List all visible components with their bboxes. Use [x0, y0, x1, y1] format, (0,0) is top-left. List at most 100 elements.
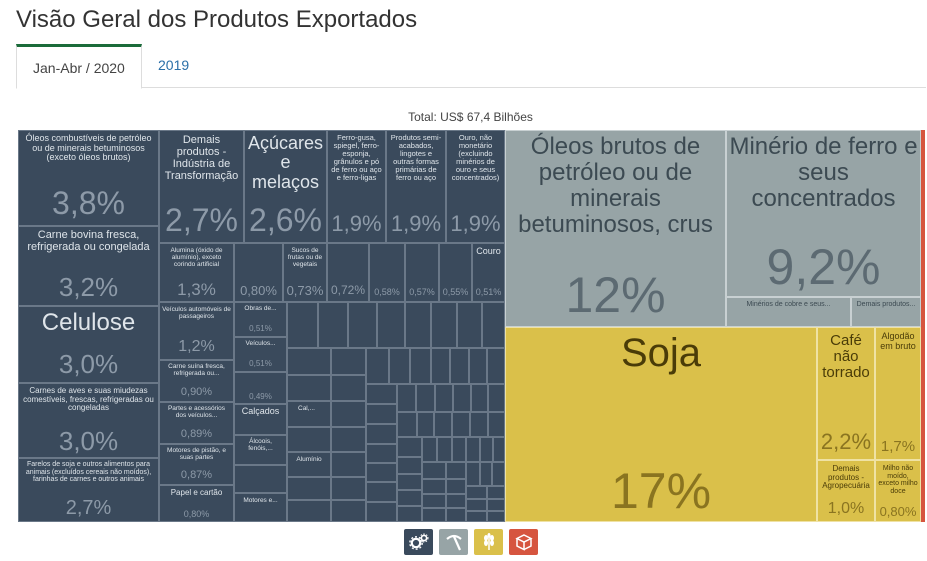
treemap-cell-small[interactable]: [397, 412, 417, 437]
treemap-cell-small[interactable]: [410, 348, 431, 384]
treemap-cell-small[interactable]: [457, 302, 482, 348]
treemap-cell-small[interactable]: [287, 427, 331, 452]
treemap-cell-small[interactable]: [331, 375, 366, 401]
treemap-cell-milho[interactable]: Milho não moído, exceto milho doce 0,80%: [875, 460, 921, 522]
legend-outros[interactable]: [509, 529, 538, 555]
treemap-cell-cafe[interactable]: Café não torrado 2,2%: [817, 327, 875, 460]
treemap-cell-small[interactable]: [466, 462, 480, 486]
treemap-cell-partes-veiculos[interactable]: Partes e acessórios dos veículos... 0,89…: [159, 402, 234, 444]
treemap-cell-small[interactable]: [480, 462, 492, 486]
treemap-cell-minerio-ferro[interactable]: Minério de ferro e seus concentrados 9,2…: [726, 130, 921, 297]
treemap-cell-demais-extrativa[interactable]: Demais produtos...: [851, 297, 921, 327]
treemap-cell-unlabeled[interactable]: [234, 465, 287, 493]
treemap-cell-small[interactable]: [389, 348, 410, 384]
treemap-cell-small[interactable]: [397, 474, 422, 490]
treemap-cell-small[interactable]: [469, 348, 487, 384]
treemap-cell-alumina[interactable]: Alumina (óxido de alumínio), exceto cori…: [159, 243, 234, 302]
treemap-cell-veiculos-passageiros[interactable]: Veículos automóveis de passageiros 1,2%: [159, 302, 234, 360]
treemap-cell-small[interactable]: [466, 437, 480, 462]
treemap-cell-small[interactable]: [446, 462, 466, 479]
treemap-cell-small[interactable]: [466, 499, 487, 511]
treemap-cell-small[interactable]: [366, 348, 389, 384]
treemap-cell-small[interactable]: [437, 437, 452, 462]
treemap-cell-small[interactable]: [452, 412, 470, 437]
treemap-cell-unlabeled[interactable]: 0,58%: [369, 243, 405, 302]
treemap-cell-small[interactable]: [466, 511, 487, 522]
treemap-cell-small[interactable]: [366, 384, 397, 404]
treemap-cell-small[interactable]: [422, 494, 446, 508]
treemap-cell-small[interactable]: [422, 462, 446, 479]
treemap-cell-carne-bovina[interactable]: Carne bovina fresca, refrigerada ou cong…: [18, 226, 159, 306]
treemap-cell-oleos-combustiveis[interactable]: Óleos combustíveis de petróleo ou de min…: [18, 130, 159, 226]
treemap-cell-outros[interactable]: [921, 130, 925, 522]
treemap-cell-small[interactable]: [416, 384, 435, 412]
treemap-cell-demais-agro[interactable]: Demais produtos - Agropecuária 1,0%: [817, 460, 875, 522]
treemap-cell-small[interactable]: [431, 348, 450, 384]
treemap-cell-small[interactable]: [331, 477, 366, 500]
treemap-cell-small[interactable]: [405, 302, 431, 348]
treemap-cell-small[interactable]: [366, 424, 397, 444]
treemap-cell-small[interactable]: [331, 500, 366, 522]
treemap-cell-small[interactable]: [397, 506, 422, 522]
treemap-cell-small[interactable]: [331, 452, 366, 477]
treemap-cell-ferro-gusa[interactable]: Ferro-gusa, spiegel, ferro-esponja, grân…: [327, 130, 386, 243]
treemap-cell-small[interactable]: [366, 482, 397, 502]
treemap-cell-small[interactable]: [487, 348, 505, 384]
treemap-cell-small[interactable]: [470, 412, 488, 437]
treemap-cell-small[interactable]: [434, 412, 452, 437]
treemap-cell-small[interactable]: [287, 375, 331, 401]
treemap-cell-small[interactable]: [287, 348, 331, 375]
treemap-cell-cal[interactable]: Cal,...: [287, 401, 331, 427]
legend-extrativa[interactable]: [439, 529, 468, 555]
treemap-cell-small[interactable]: [446, 494, 466, 508]
treemap-cell-small[interactable]: [492, 462, 505, 486]
treemap-cell-small[interactable]: [487, 486, 505, 499]
treemap-cell-carne-suina[interactable]: Carne suína fresca, refrigerada ou... 0,…: [159, 360, 234, 402]
tab-jan-abr-2020[interactable]: Jan-Abr / 2020: [16, 44, 142, 89]
treemap-cell-small[interactable]: [487, 511, 505, 522]
treemap-cell-motores-pistao[interactable]: Motores de pistão, e suas partes 0,87%: [159, 444, 234, 485]
treemap-cell-small[interactable]: [480, 437, 493, 462]
treemap-cell-demais-industria[interactable]: Demais produtos - Indústria de Transform…: [159, 130, 244, 243]
treemap-cell-unlabeled[interactable]: 0,49%: [234, 372, 287, 404]
treemap-cell-unlabeled[interactable]: 0,72%: [327, 243, 369, 302]
treemap-cell-veiculos[interactable]: Veículos... 0,51%: [234, 337, 287, 372]
treemap-cell-small[interactable]: [287, 302, 318, 348]
treemap-cell-small[interactable]: [377, 302, 405, 348]
treemap-cell-small[interactable]: [331, 401, 366, 427]
treemap-cell-celulose[interactable]: Celulose 3,0%: [18, 306, 159, 383]
treemap-cell-oleos-brutos[interactable]: Óleos brutos de petróleo ou de minerais …: [505, 130, 726, 327]
treemap-cell-small[interactable]: [446, 508, 466, 522]
treemap-cell-small[interactable]: [487, 499, 505, 511]
treemap-cell-motores-e[interactable]: Motores e...: [234, 493, 287, 522]
treemap-cell-small[interactable]: [366, 444, 397, 463]
treemap-cell-sucos[interactable]: Sucos de frutas ou de vegetais 0,73%: [283, 243, 327, 302]
treemap-cell-unlabeled[interactable]: 0,80%: [234, 243, 283, 302]
treemap-cell-small[interactable]: [287, 477, 331, 500]
treemap-cell-small[interactable]: [482, 302, 505, 348]
treemap-cell-farelos-soja[interactable]: Farelos de soja e outros alimentos para …: [18, 458, 159, 522]
treemap-cell-small[interactable]: [422, 508, 446, 522]
treemap-cell-small[interactable]: [422, 437, 437, 462]
treemap-cell-semi-acabados[interactable]: Produtos semi-acabados, lingotes e outra…: [386, 130, 446, 243]
treemap-cell-small[interactable]: [331, 427, 366, 452]
treemap-cell-unlabeled[interactable]: 0,55%: [439, 243, 472, 302]
treemap-cell-small[interactable]: [397, 490, 422, 506]
treemap-cell-small[interactable]: [452, 437, 466, 462]
treemap-cell-small[interactable]: [493, 437, 505, 462]
treemap-cell-small[interactable]: [471, 384, 488, 412]
treemap-cell-small[interactable]: [397, 384, 416, 412]
treemap-cell-small[interactable]: [397, 457, 422, 474]
treemap-cell-aluminio[interactable]: Alumínio: [287, 452, 331, 477]
treemap-cell-small[interactable]: [453, 384, 471, 412]
treemap-cell-small[interactable]: [397, 437, 422, 457]
treemap-cell-small[interactable]: [466, 486, 487, 499]
treemap-cell-unlabeled[interactable]: 0,57%: [405, 243, 439, 302]
treemap-cell-small[interactable]: [446, 479, 466, 494]
treemap-cell-alcoois[interactable]: Álcoois, fenóis,...: [234, 435, 287, 465]
treemap-cell-carnes-aves[interactable]: Carnes de aves e suas miudezas comestíve…: [18, 383, 159, 458]
treemap-cell-calcados[interactable]: Calçados: [234, 404, 287, 435]
treemap-cell-small[interactable]: [422, 479, 446, 494]
treemap-cell-algodao[interactable]: Algodão em bruto 1,7%: [875, 327, 921, 460]
treemap-cell-obras[interactable]: Obras de... 0,51%: [234, 302, 287, 337]
